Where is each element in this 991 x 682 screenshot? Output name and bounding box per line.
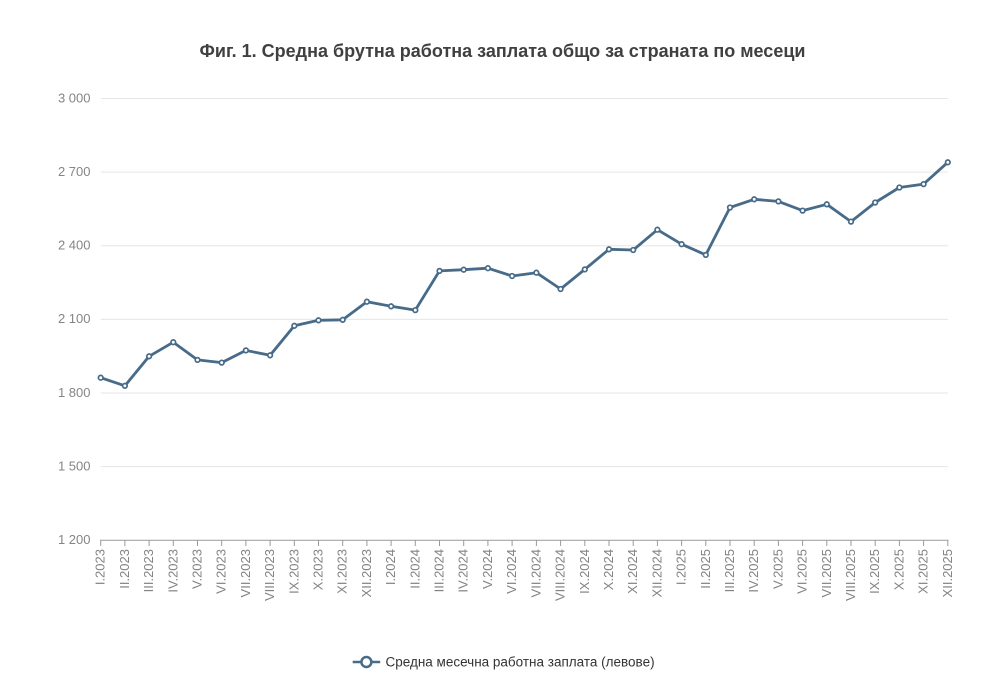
svg-text:XI.2024: XI.2024 [625,549,640,594]
svg-text:Фиг. 1. Средна брутна работна: Фиг. 1. Средна брутна работна заплата об… [200,41,806,61]
svg-text:V.2024: V.2024 [480,549,495,589]
svg-text:X.2024: X.2024 [601,549,616,590]
svg-text:1 200: 1 200 [58,532,91,547]
svg-text:III.2024: III.2024 [432,549,447,592]
svg-text:III.2023: III.2023 [141,549,156,592]
svg-text:IX.2024: IX.2024 [577,549,592,594]
svg-text:2 400: 2 400 [58,238,91,253]
svg-text:2 700: 2 700 [58,164,91,179]
svg-text:V.2025: V.2025 [770,549,785,589]
svg-text:XII.2024: XII.2024 [649,549,664,597]
svg-text:V.2023: V.2023 [190,549,205,589]
svg-text:X.2023: X.2023 [311,549,326,590]
svg-text:VI.2023: VI.2023 [214,549,229,594]
svg-text:VI.2025: VI.2025 [795,549,810,594]
svg-text:3 000: 3 000 [58,90,91,105]
svg-text:IX.2025: IX.2025 [867,549,882,594]
svg-text:VII.2025: VII.2025 [819,549,834,597]
svg-text:XI.2025: XI.2025 [916,549,931,594]
svg-text:XI.2023: XI.2023 [335,549,350,594]
svg-text:Средна месечна работна заплата: Средна месечна работна заплата (левове) [386,655,655,670]
svg-text:I.2023: I.2023 [93,549,108,585]
svg-text:IV.2023: IV.2023 [165,549,180,593]
svg-text:I.2025: I.2025 [674,549,689,585]
svg-text:II.2025: II.2025 [698,549,713,589]
svg-text:IV.2024: IV.2024 [456,549,471,593]
svg-text:2 100: 2 100 [58,311,91,326]
svg-text:VIII.2024: VIII.2024 [553,549,568,601]
svg-text:II.2023: II.2023 [117,549,132,589]
svg-text:XII.2025: XII.2025 [940,549,955,597]
svg-text:VII.2024: VII.2024 [528,549,543,597]
svg-text:1 500: 1 500 [58,458,91,473]
svg-text:VI.2024: VI.2024 [504,549,519,594]
svg-text:X.2025: X.2025 [891,549,906,590]
svg-text:III.2025: III.2025 [722,549,737,592]
svg-text:I.2024: I.2024 [383,549,398,585]
svg-text:II.2024: II.2024 [407,549,422,589]
svg-text:XII.2023: XII.2023 [359,549,374,597]
svg-text:IX.2023: IX.2023 [286,549,301,594]
svg-text:1 800: 1 800 [58,385,91,400]
svg-text:VIII.2025: VIII.2025 [843,549,858,601]
svg-text:VIII.2023: VIII.2023 [262,549,277,601]
svg-text:IV.2025: IV.2025 [746,549,761,593]
svg-text:VII.2023: VII.2023 [238,549,253,597]
